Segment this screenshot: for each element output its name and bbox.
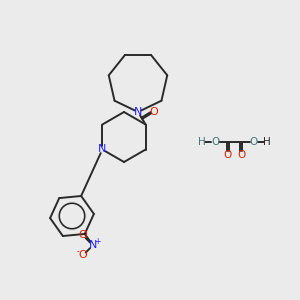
Text: +: + [94, 237, 101, 246]
Text: O: O [237, 150, 245, 160]
Text: O: O [211, 137, 219, 147]
Text: N: N [98, 145, 106, 154]
Text: O: O [224, 150, 232, 160]
Text: O: O [79, 230, 87, 240]
Text: H: H [263, 137, 271, 147]
Text: N: N [89, 240, 97, 250]
Text: O: O [79, 250, 87, 260]
Text: O: O [250, 137, 258, 147]
Text: -: - [77, 247, 80, 256]
Text: H: H [198, 137, 206, 147]
Text: N: N [134, 107, 142, 117]
Text: O: O [150, 106, 158, 117]
